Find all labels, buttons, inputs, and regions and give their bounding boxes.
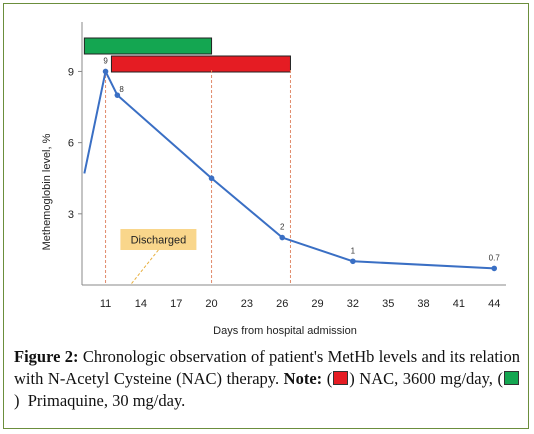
figure-frame: [3, 3, 529, 429]
data-label-1: 9: [103, 56, 108, 65]
data-point-2: [114, 92, 121, 98]
data-point-4: [279, 234, 286, 241]
x-tick-label-17: 17: [170, 298, 182, 310]
nac-legend-text: NAC, 3600 mg/day,: [359, 369, 493, 388]
x-tick-label-11: 11: [100, 298, 111, 310]
x-tick-label-20: 20: [205, 298, 217, 310]
x-tick-label-26: 26: [276, 298, 288, 310]
data-label-5: 1: [351, 246, 356, 255]
reference-lines: [105, 70, 291, 285]
x-tick-label-32: 32: [347, 298, 359, 310]
data-label-2: 8: [119, 85, 124, 94]
primaquine-legend-text: Primaquine, 30 mg/day.: [27, 391, 186, 410]
therapy-bar-nac: [110, 55, 291, 73]
discharged-box: [120, 229, 197, 250]
y-tick-label-6: 6: [68, 138, 74, 150]
data-point-5: [350, 258, 356, 265]
data-labels: 9 8 2 1 0.7: [103, 56, 500, 262]
data-label-4: 2: [280, 223, 285, 232]
x-tick-label-41: 41: [453, 298, 465, 310]
figure-caption: Figure 2: Chronologic observation of pat…: [14, 347, 520, 410]
data-point-3: [208, 175, 215, 182]
therapy-bars: [83, 37, 291, 73]
x-tick-label-29: 29: [311, 298, 323, 310]
x-tick-label-14: 14: [135, 298, 147, 310]
therapy-bar-primaquine: [83, 37, 213, 55]
note-label: Note:: [283, 369, 323, 388]
x-tick-label-44: 44: [488, 298, 500, 310]
methb-series: [83, 68, 498, 272]
discharged-leader: [130, 249, 159, 286]
primaquine-swatch: [504, 371, 519, 385]
y-tick-label-3: 3: [68, 209, 74, 221]
x-tick-label-23: 23: [241, 298, 253, 310]
nac-swatch: [333, 371, 349, 385]
x-tick-label-38: 38: [417, 298, 429, 310]
y-tick-label-9: 9: [68, 66, 74, 78]
figure-label: Figure 2:: [14, 347, 79, 366]
y-axis-title: Methemoglobin level, %: [41, 133, 53, 250]
data-point-6: [491, 265, 498, 272]
x-axis-title: Days from hospital admission: [213, 325, 357, 337]
discharged-label: Discharged: [131, 235, 187, 247]
data-point-1: [102, 68, 109, 75]
data-label-6: 0.7: [489, 253, 501, 262]
x-tick-label-35: 35: [382, 298, 394, 310]
caption-text: Chronologic observation of patient's Met…: [14, 347, 520, 388]
discharged-annotation: Discharged: [120, 229, 197, 286]
